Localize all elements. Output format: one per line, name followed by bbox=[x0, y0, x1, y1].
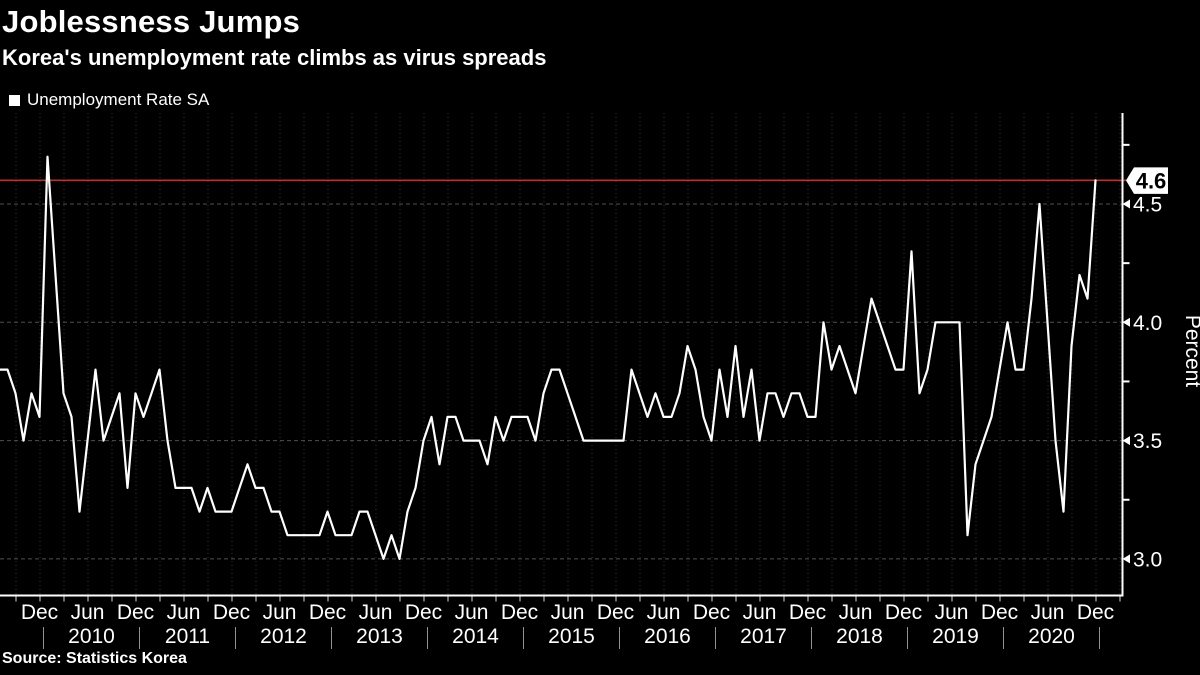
x-month-label: Dec bbox=[885, 601, 922, 624]
x-month-label: Dec bbox=[405, 601, 442, 624]
x-month-label: Jun bbox=[263, 601, 297, 624]
y-tick-arrow-icon bbox=[1122, 554, 1130, 564]
source-note: Source: Statistics Korea bbox=[2, 650, 187, 667]
x-month-label: Dec bbox=[597, 601, 634, 624]
x-month-label: Dec bbox=[309, 601, 346, 624]
x-year-label: 2011 bbox=[165, 625, 210, 648]
y-tick-label: 3.5 bbox=[1133, 430, 1162, 453]
x-month-label: Dec bbox=[501, 601, 538, 624]
x-month-label: Dec bbox=[693, 601, 730, 624]
x-year-label: 2012 bbox=[260, 625, 307, 648]
y-tick-label: 3.0 bbox=[1133, 548, 1162, 571]
x-month-label: Dec bbox=[981, 601, 1018, 624]
x-month-label: Jun bbox=[743, 601, 777, 624]
y-tick-label: 4.5 bbox=[1133, 194, 1162, 217]
x-month-label: Jun bbox=[551, 601, 585, 624]
chart-title: Joblessness Jumps bbox=[2, 4, 301, 39]
last-value-badge-label: 4.6 bbox=[1136, 168, 1167, 193]
x-year-label: 2016 bbox=[644, 625, 691, 648]
x-month-label: Jun bbox=[647, 601, 681, 624]
y-tick-arrow-icon bbox=[1122, 199, 1130, 209]
x-year-label: 2018 bbox=[836, 625, 883, 648]
x-month-label: Dec bbox=[1077, 601, 1114, 624]
x-month-label: Jun bbox=[359, 601, 393, 624]
x-year-label: 2019 bbox=[932, 625, 979, 648]
x-month-label: Jun bbox=[167, 601, 201, 624]
x-month-label: Jun bbox=[839, 601, 873, 624]
x-month-label: Dec bbox=[117, 601, 154, 624]
x-month-label: Jun bbox=[935, 601, 969, 624]
x-month-label: Jun bbox=[455, 601, 489, 624]
legend-label: Unemployment Rate SA bbox=[27, 90, 210, 109]
series-line bbox=[0, 155, 1097, 561]
y-axis-title: Percent bbox=[1181, 315, 1200, 388]
x-year-label: 2020 bbox=[1028, 625, 1075, 648]
y-tick-label: 4.0 bbox=[1133, 312, 1162, 335]
x-month-label: Dec bbox=[789, 601, 826, 624]
x-year-label: 2015 bbox=[548, 625, 595, 648]
x-month-label: Dec bbox=[213, 601, 250, 624]
x-month-label: Dec bbox=[21, 601, 58, 624]
legend-swatch-icon bbox=[9, 94, 20, 106]
x-month-label: Jun bbox=[1031, 601, 1065, 624]
y-tick-arrow-icon bbox=[1122, 317, 1130, 327]
last-value-badge bbox=[1126, 167, 1168, 194]
y-tick-arrow-icon bbox=[1122, 436, 1130, 446]
chart-subtitle: Korea's unemployment rate climbs as viru… bbox=[2, 45, 547, 70]
x-year-label: 2014 bbox=[452, 625, 499, 648]
legend: Unemployment Rate SA bbox=[9, 90, 209, 110]
x-month-label: Jun bbox=[71, 601, 105, 624]
x-year-label: 2017 bbox=[740, 625, 787, 648]
x-year-label: 2010 bbox=[68, 625, 115, 648]
x-year-label: 2013 bbox=[356, 625, 403, 648]
